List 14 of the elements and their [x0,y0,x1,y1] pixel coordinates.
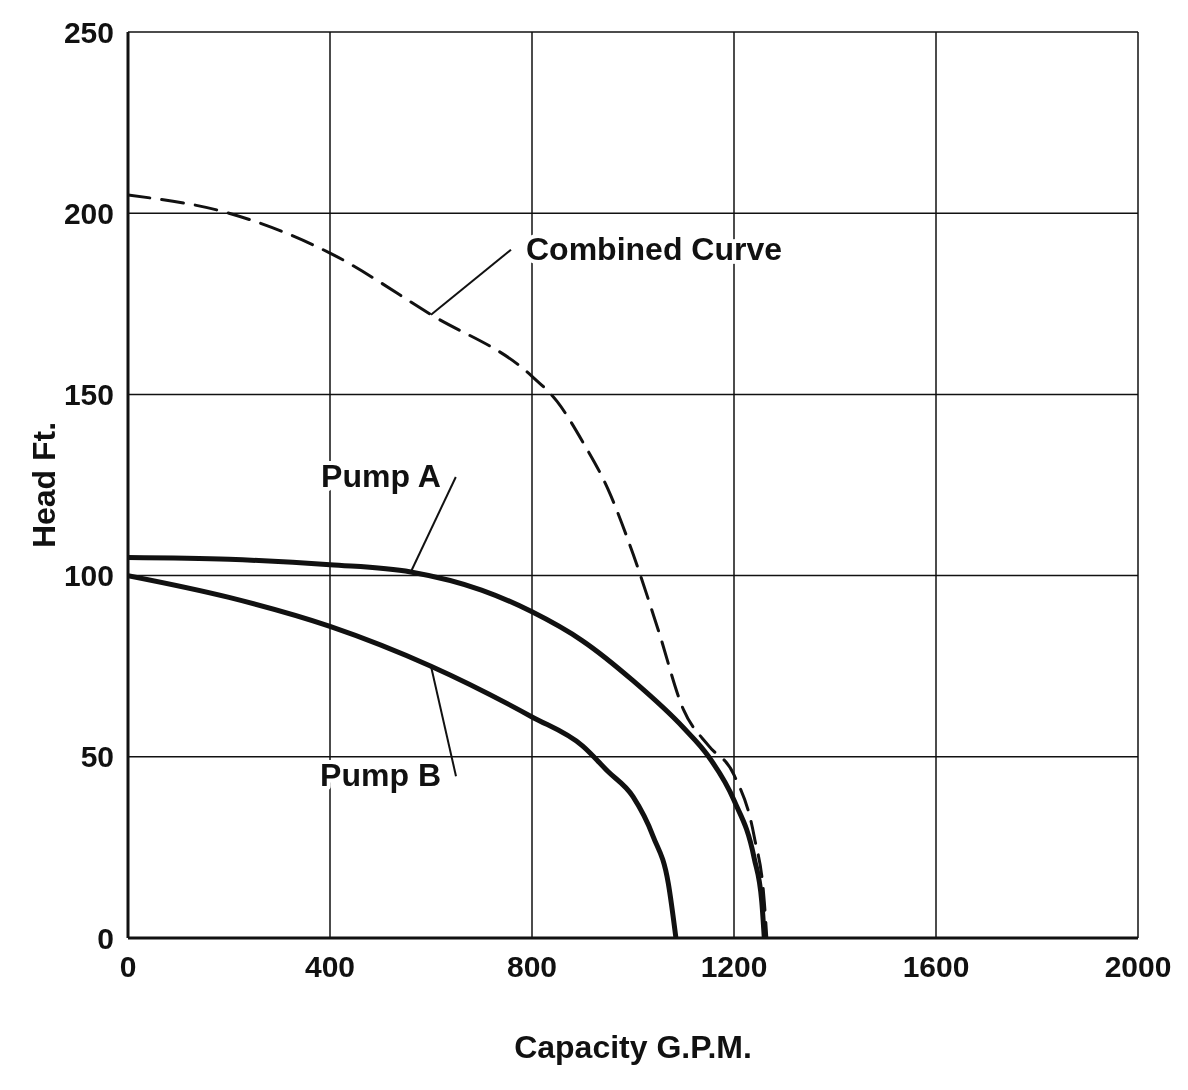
x-tick-label: 800 [506,950,558,984]
x-tick-label: 0 [119,950,137,984]
y-tick-label: 150 [63,378,114,412]
y-tick-label: 200 [63,196,114,230]
x-tick-label: 2000 [1104,950,1172,984]
x-tick-label: 1200 [700,950,768,984]
y-tick-label: 0 [97,921,114,955]
x-tick-label: 400 [304,950,356,984]
y-tick-label: 50 [80,740,114,774]
y-tick-label: 250 [63,15,114,49]
x-axis-title: Capacity G.P.M. [514,1029,752,1065]
y-axis-title: Head Ft. [26,421,62,549]
y-tick-label: 100 [63,559,114,593]
x-tick-label: 1600 [902,950,970,984]
